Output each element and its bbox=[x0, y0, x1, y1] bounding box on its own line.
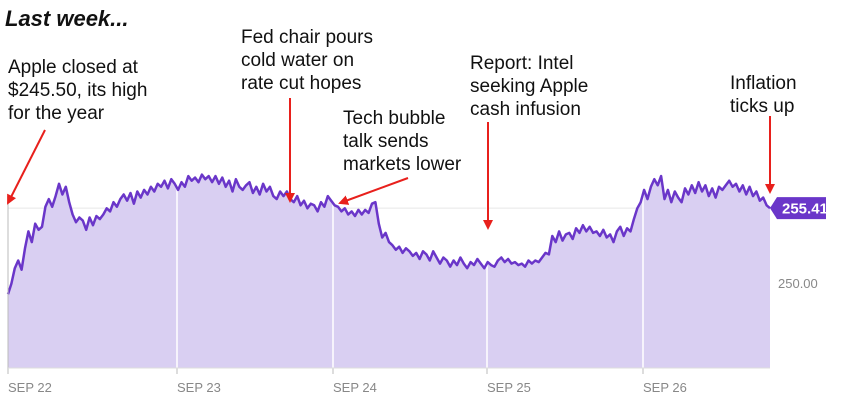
annotation-arrow bbox=[338, 177, 409, 205]
annotation-tech-bubble: Tech bubble talk sends markets lower bbox=[343, 108, 462, 175]
price-area bbox=[8, 174, 770, 368]
annotation-arrows bbox=[7, 98, 775, 230]
current-price-badge-shape bbox=[770, 197, 826, 220]
x-tick-label: SEP 25 bbox=[487, 380, 531, 395]
x-tick-label: SEP 26 bbox=[643, 380, 687, 395]
annotation-inflation: Inflation ticks up bbox=[730, 73, 797, 117]
x-tick-label: SEP 23 bbox=[177, 380, 221, 395]
price-line bbox=[6, 173, 771, 295]
current-price-badge: 255.41 bbox=[770, 197, 828, 220]
annotation-arrow bbox=[7, 129, 46, 205]
x-tick-label: SEP 24 bbox=[333, 380, 377, 395]
chart-axes: SEP 22 SEP 23 SEP 24 SEP 25 SEP 26 250.00 bbox=[7, 200, 818, 395]
current-price-label: 255.41 bbox=[782, 201, 828, 218]
y-tick-label: 250.00 bbox=[778, 276, 818, 291]
page-heading: Last week... bbox=[5, 6, 129, 31]
x-tick-label: SEP 22 bbox=[8, 380, 52, 395]
annotation-intel-report: Report: Intel seeking Apple cash infusio… bbox=[470, 53, 589, 120]
annotation-fed-chair: Fed chair pours cold water on rate cut h… bbox=[241, 27, 374, 94]
annotation-apple-high: Apple closed at $245.50, its high for th… bbox=[8, 57, 148, 124]
